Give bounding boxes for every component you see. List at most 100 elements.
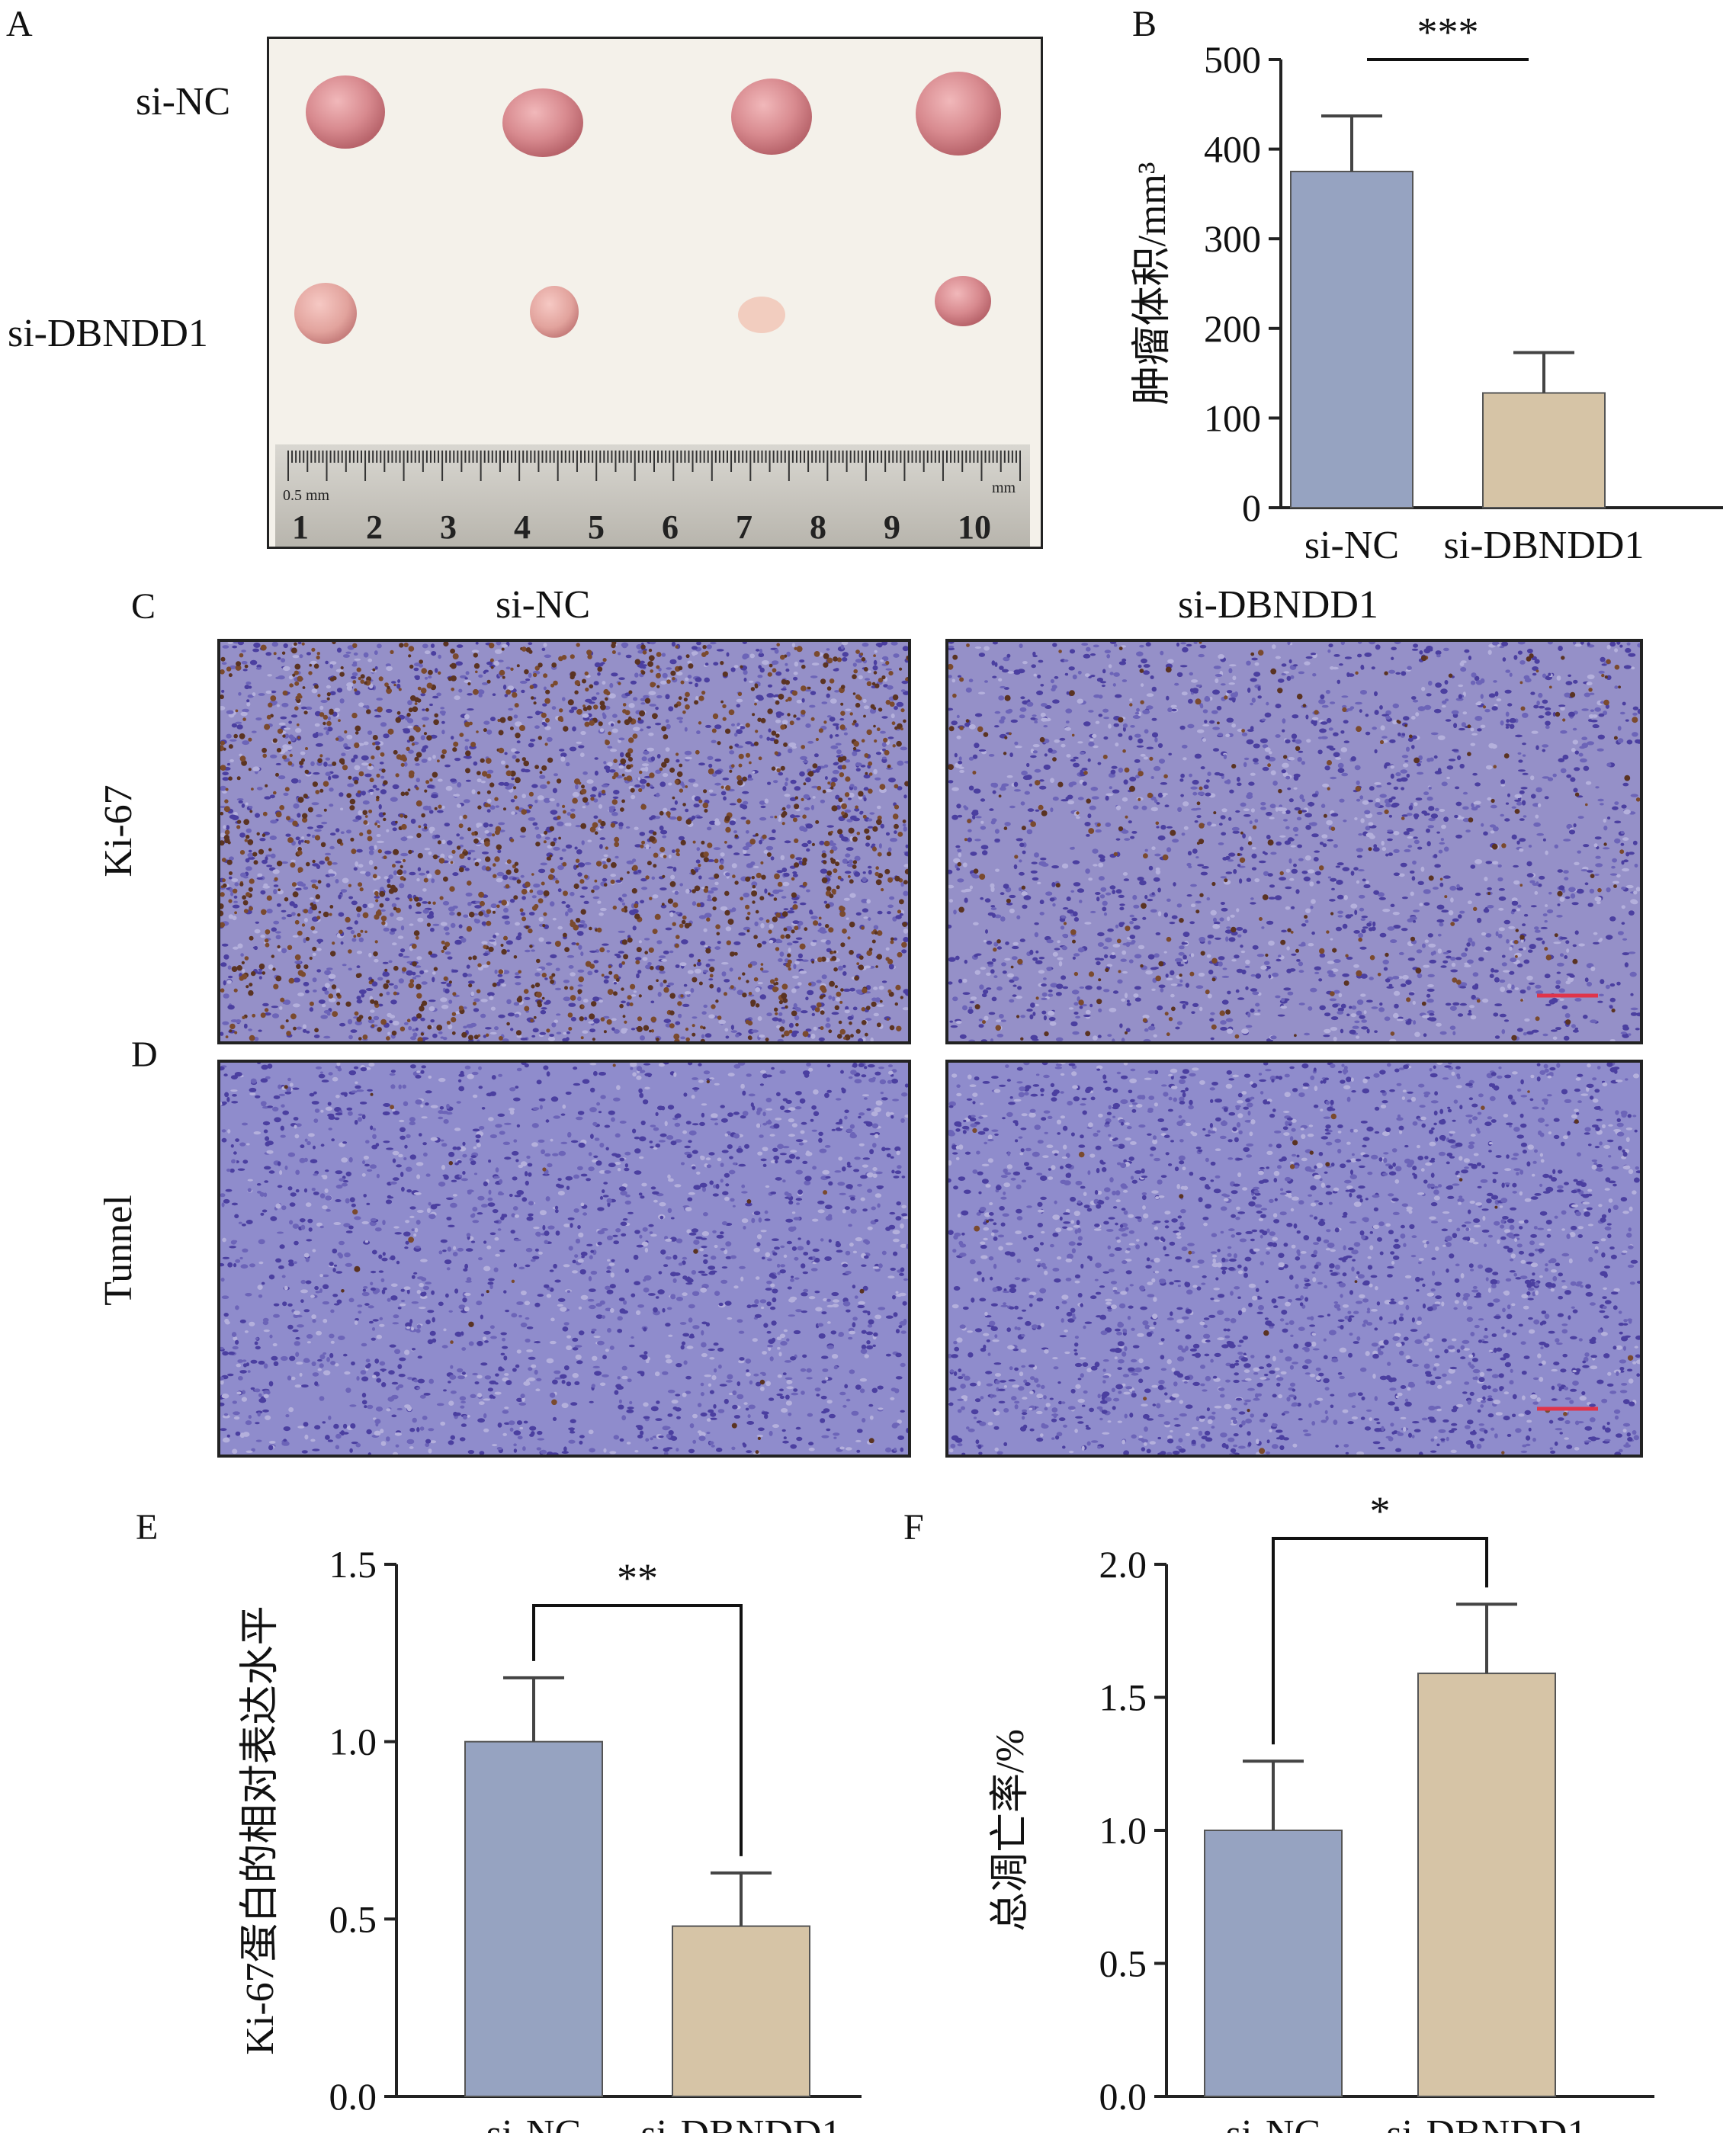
cell-nucleus bbox=[1192, 791, 1198, 796]
stained-nucleus bbox=[287, 945, 293, 950]
cell-nucleus bbox=[1552, 1036, 1558, 1040]
cell-nucleus bbox=[1378, 1007, 1385, 1012]
cell-nucleus bbox=[835, 997, 841, 1002]
stained-nucleus bbox=[473, 1002, 477, 1006]
stained-nucleus bbox=[620, 807, 624, 812]
cell-nucleus bbox=[599, 844, 603, 849]
cell-nucleus bbox=[634, 672, 639, 678]
stained-nucleus bbox=[570, 654, 575, 659]
stained-nucleus bbox=[755, 1003, 760, 1008]
stained-nucleus bbox=[531, 873, 534, 876]
cell-nucleus bbox=[1353, 867, 1359, 871]
cell-nucleus bbox=[759, 800, 765, 805]
tumor-nc-2 bbox=[502, 88, 583, 157]
cell-nucleus bbox=[243, 876, 249, 879]
cell-nucleus bbox=[253, 642, 261, 648]
cell-nucleus bbox=[313, 1034, 320, 1038]
cell-nucleus bbox=[419, 663, 423, 668]
cell-nucleus bbox=[833, 668, 839, 672]
stained-nucleus bbox=[849, 950, 854, 955]
stained-nucleus bbox=[825, 924, 829, 929]
cell-nucleus bbox=[1150, 909, 1157, 913]
cell-nucleus bbox=[227, 1005, 235, 1010]
stained-nucleus bbox=[709, 967, 715, 973]
stained-nucleus bbox=[544, 698, 550, 704]
stained-nucleus bbox=[357, 790, 361, 794]
cell-nucleus bbox=[1291, 868, 1298, 874]
cell-nucleus bbox=[1115, 743, 1119, 747]
cell-nucleus bbox=[1050, 778, 1054, 783]
cell-nucleus bbox=[1095, 720, 1100, 724]
stained-nucleus bbox=[409, 735, 415, 741]
stained-nucleus bbox=[299, 695, 303, 699]
stained-nucleus bbox=[766, 852, 772, 857]
cell-nucleus bbox=[701, 1011, 707, 1015]
cell-nucleus bbox=[1435, 682, 1442, 688]
cell-nucleus bbox=[1236, 968, 1243, 973]
cell-nucleus bbox=[1534, 926, 1539, 930]
cell-nucleus bbox=[860, 765, 866, 768]
stained-nucleus bbox=[446, 1021, 451, 1025]
cell-nucleus bbox=[367, 765, 374, 770]
cell-nucleus bbox=[823, 900, 827, 904]
cell-nucleus bbox=[1253, 743, 1260, 749]
stained-nucleus bbox=[600, 820, 606, 827]
cell-nucleus bbox=[532, 1028, 539, 1033]
cell-nucleus bbox=[1553, 941, 1561, 945]
stained-nucleus bbox=[451, 675, 457, 682]
cell-nucleus bbox=[669, 816, 677, 820]
cell-nucleus bbox=[1358, 894, 1365, 899]
cell-nucleus bbox=[351, 900, 358, 906]
cell-nucleus bbox=[1364, 652, 1372, 657]
stained-nucleus bbox=[515, 1030, 522, 1036]
cell-nucleus bbox=[1263, 871, 1269, 877]
cell-nucleus bbox=[829, 840, 834, 845]
cell-nucleus bbox=[1417, 771, 1424, 775]
cell-nucleus bbox=[492, 693, 496, 696]
stained-nucleus bbox=[416, 787, 419, 791]
stained-nucleus bbox=[281, 651, 286, 655]
cell-nucleus bbox=[1563, 870, 1569, 874]
cell-nucleus bbox=[1213, 921, 1221, 925]
cell-nucleus bbox=[616, 954, 621, 959]
cell-nucleus bbox=[1241, 732, 1248, 736]
cell-nucleus bbox=[467, 693, 473, 696]
cell-nucleus bbox=[327, 716, 331, 721]
cell-nucleus bbox=[1005, 941, 1009, 945]
cell-nucleus bbox=[1202, 866, 1209, 869]
stained-nucleus bbox=[312, 859, 316, 864]
cell-nucleus bbox=[407, 725, 413, 729]
cell-nucleus bbox=[656, 754, 661, 759]
stained-nucleus bbox=[328, 993, 334, 999]
cell-nucleus bbox=[1190, 884, 1197, 887]
cell-nucleus bbox=[694, 796, 701, 802]
stained-nucleus bbox=[760, 963, 764, 966]
cell-nucleus bbox=[759, 649, 763, 654]
cell-nucleus bbox=[1390, 903, 1395, 907]
cell-nucleus bbox=[577, 862, 586, 868]
stained-nucleus bbox=[297, 850, 303, 856]
stained-nucleus bbox=[740, 897, 744, 901]
cell-nucleus bbox=[816, 980, 822, 983]
cell-nucleus bbox=[242, 708, 249, 713]
stained-nucleus bbox=[875, 879, 882, 886]
cell-nucleus bbox=[1363, 1010, 1367, 1015]
cell-nucleus bbox=[393, 870, 398, 876]
stained-nucleus bbox=[831, 805, 838, 812]
row-label-ki67: Ki-67 bbox=[97, 784, 140, 877]
cell-nucleus bbox=[430, 953, 438, 958]
stained-nucleus bbox=[506, 1022, 510, 1026]
cell-nucleus bbox=[734, 743, 740, 747]
cell-nucleus bbox=[1381, 847, 1387, 852]
stained-nucleus bbox=[277, 728, 284, 734]
stained-nucleus bbox=[315, 790, 320, 794]
cell-nucleus bbox=[1059, 917, 1066, 922]
cell-nucleus bbox=[350, 1029, 358, 1033]
stained-nucleus bbox=[760, 861, 764, 864]
cell-nucleus bbox=[826, 715, 832, 718]
stained-nucleus bbox=[229, 1029, 233, 1033]
stained-nucleus bbox=[606, 1019, 612, 1025]
cell-nucleus bbox=[248, 1028, 252, 1031]
cell-nucleus bbox=[1180, 794, 1184, 797]
stained-nucleus bbox=[833, 950, 837, 954]
